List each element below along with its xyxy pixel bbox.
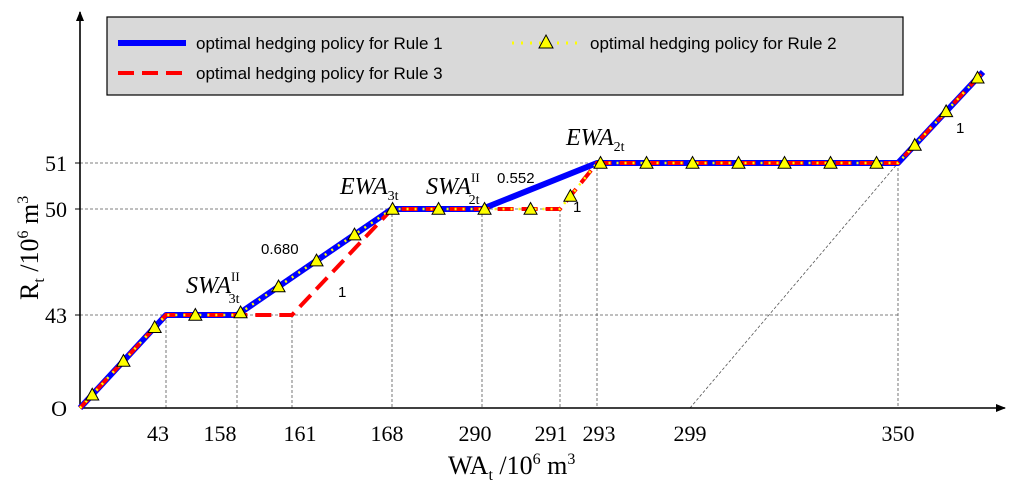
x-axis-title: WAt /106 m3: [448, 451, 575, 484]
rule2-triangle-marker: [233, 305, 248, 319]
y-axis-title-unit: m: [15, 204, 44, 231]
rule2-triangle-marker: [639, 155, 654, 169]
slope-label: 1: [573, 199, 581, 216]
rule2-triangle-marker: [309, 253, 324, 267]
rule2-triangle-marker: [477, 201, 492, 215]
annotation-ewa3t-main: EWA: [339, 174, 388, 200]
annotation-ewa2t-main: EWA: [565, 125, 614, 151]
x-tick-label: 161: [284, 421, 317, 446]
annotation-swa3t-sub: 3t: [229, 292, 240, 307]
x-tick-label: 290: [459, 421, 492, 446]
y-tick-label: 50: [45, 197, 67, 222]
x-axis-title-sub: t: [488, 467, 493, 484]
series-line-rule3: [78, 70, 985, 410]
rule2-triangle-marker: [907, 137, 923, 151]
rule2-triangle-marker: [431, 201, 446, 215]
x-tick-label: 291: [535, 421, 568, 446]
annotation-swa2t-main: SWA: [426, 174, 471, 200]
rule2-markers: [84, 70, 985, 401]
rule2-triangle-marker: [116, 353, 131, 367]
annotation-swa2t-sub: 2t: [469, 193, 480, 208]
slope-label: 0.680: [261, 241, 299, 258]
y-tick-label: 51: [45, 151, 67, 176]
rule2-triangle-marker: [385, 201, 400, 215]
rule2-triangle-marker: [271, 279, 286, 293]
rule2-triangle-marker: [823, 155, 838, 169]
slope-label: 0.552: [497, 170, 535, 187]
x-tick-label: 158: [204, 421, 237, 446]
x-axis-title-unit-sup: 3: [567, 451, 575, 468]
annotation-ewa3t-sub: 3t: [388, 189, 399, 204]
rule2-triangle-marker: [84, 387, 100, 401]
guide-diagonal: [689, 162, 899, 409]
y-axis-title-unit-sup: 3: [15, 196, 32, 204]
y-tick-label: 43: [45, 303, 67, 328]
x-axis-title-unit: m: [541, 451, 568, 480]
legend: optimal hedging policy for Rule 1 optima…: [106, 16, 904, 96]
x-axis-title-rest: /10: [493, 451, 533, 480]
legend-label-rule3: optimal hedging policy for Rule 3: [196, 64, 443, 83]
rule2-triangle-marker: [869, 155, 884, 169]
x-tick-label: 299: [674, 421, 707, 446]
y-axis-title-sub: t: [31, 278, 48, 283]
annotation-swa3t-main: SWA: [186, 273, 231, 299]
annotation-swa3t-sup: II: [231, 269, 240, 284]
annotation-swa2t-sup: II: [471, 170, 480, 185]
legend-marker-rule2: [538, 33, 554, 49]
origin-label: O: [51, 396, 67, 421]
x-tick-label: 168: [371, 421, 404, 446]
rule2-triangle-marker: [970, 70, 985, 84]
legend-box: [106, 16, 904, 96]
rule2-triangle-marker: [593, 155, 608, 169]
rule2-triangle-marker: [147, 319, 163, 333]
series-line-rule1: [77, 69, 986, 411]
rule2-triangle-marker: [685, 155, 700, 169]
y-axis-title-main: R: [15, 282, 44, 300]
x-tick-label: 43: [147, 421, 169, 446]
rule2-triangle-marker: [938, 103, 954, 118]
y-axis-title-rest: /10: [15, 238, 44, 278]
x-tick-label: 293: [583, 421, 616, 446]
x-tick-label: 350: [882, 421, 915, 446]
annotation-ewa3t: EWA3t: [339, 174, 399, 204]
rule2-triangle-marker: [731, 155, 746, 169]
rule2-triangle-marker: [777, 155, 792, 169]
rule2-triangle-marker: [523, 201, 538, 215]
rule2-triangle-marker: [563, 188, 578, 202]
annotation-swa2t: SWAII 2t: [426, 170, 480, 208]
y-axis-title: Rt /106 m3: [15, 196, 48, 300]
legend-label-rule1: optimal hedging policy for Rule 1: [196, 34, 443, 53]
annotation-swa3t: SWAII 3t: [186, 269, 240, 307]
x-axis-title-sup: 6: [533, 451, 541, 468]
rule2-triangle-marker: [187, 307, 203, 321]
legend-label-rule2: optimal hedging policy for Rule 2: [590, 34, 837, 53]
rule2-triangle-marker: [347, 227, 362, 241]
x-axis-title-main: WA: [448, 451, 489, 480]
slope-label: 1: [956, 120, 964, 137]
series-line-rule2: [79, 71, 984, 409]
annotation-ewa2t-sub: 2t: [614, 140, 625, 155]
y-axis-title-sup: 6: [15, 230, 32, 238]
annotation-ewa2t: EWA2t: [565, 125, 625, 155]
slope-label: 1: [338, 284, 346, 301]
